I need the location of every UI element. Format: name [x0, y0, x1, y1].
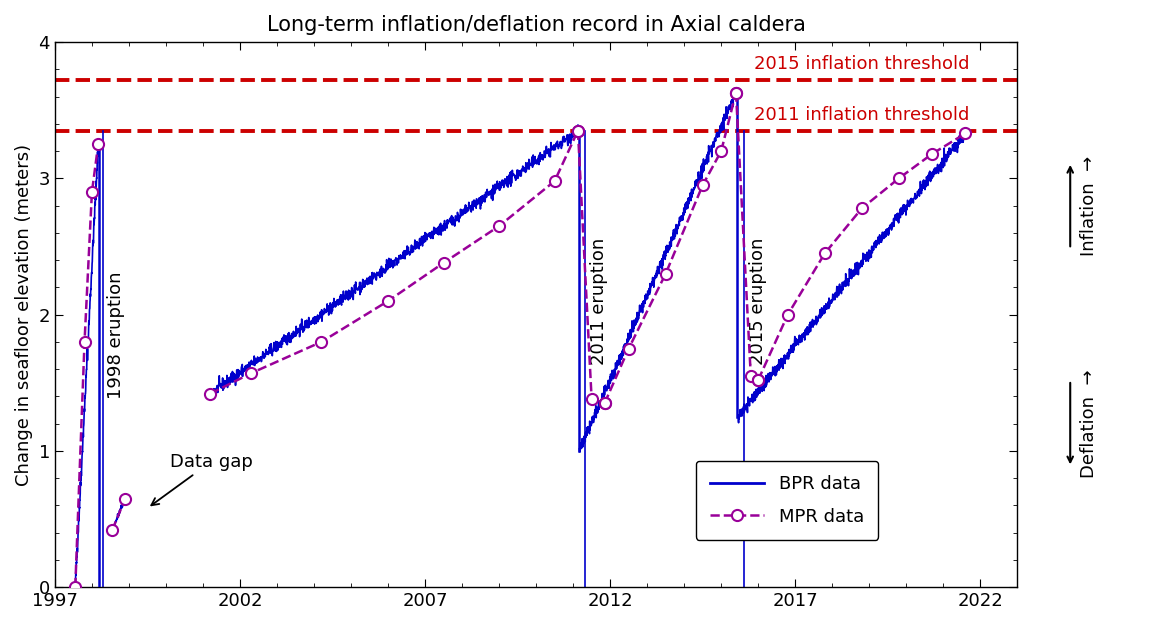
Y-axis label: Change in seafloor elevation (meters): Change in seafloor elevation (meters)	[15, 144, 33, 486]
Text: Data gap: Data gap	[151, 452, 252, 505]
Text: 1998 eruption: 1998 eruption	[108, 271, 126, 399]
Text: Inflation  →: Inflation →	[1080, 156, 1098, 256]
Title: Long-term inflation/deflation record in Axial caldera: Long-term inflation/deflation record in …	[266, 15, 805, 35]
Text: 2011 eruption: 2011 eruption	[589, 238, 608, 364]
Text: Deflation  →: Deflation →	[1080, 369, 1098, 478]
Text: 2015 inflation threshold: 2015 inflation threshold	[754, 56, 970, 74]
Text: 2015 eruption: 2015 eruption	[749, 238, 767, 364]
Text: 2011 inflation threshold: 2011 inflation threshold	[754, 106, 970, 124]
Legend: BPR data, MPR data: BPR data, MPR data	[695, 461, 878, 540]
